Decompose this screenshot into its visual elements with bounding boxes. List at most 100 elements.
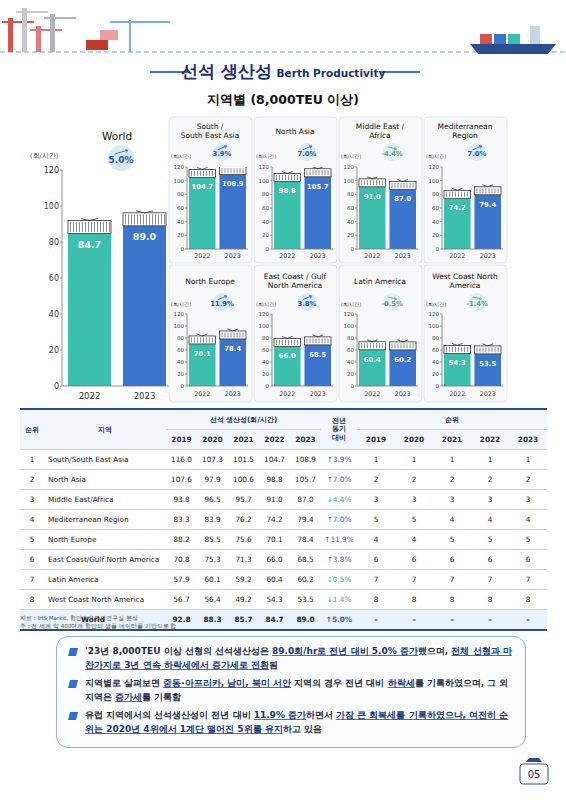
container-rib [228,332,229,337]
bubble [213,143,231,161]
header-cell: 2020 [395,430,433,450]
change-cell: ↑11.9% [321,530,357,550]
container-rib [149,214,150,224]
container-box [189,336,216,344]
container-rib [203,337,204,342]
value-cell: 85.5 [197,530,228,550]
container-rib [461,347,462,352]
tick-label: 40 [49,310,59,319]
annotation: 7.0% [468,150,487,158]
rank-cell: 6 [395,550,433,570]
data-label: 74.2 [449,204,466,212]
annotation: 5.0% [109,155,134,165]
data-label: 54.3 [449,359,466,367]
container-rib [191,337,192,342]
container-rib [73,222,74,232]
container-rib [407,343,408,348]
value-cell: 105.7 [290,470,321,490]
region-cell: Middle East/Africa [44,490,166,510]
category-label: 2023 [395,390,411,397]
text: '23년 8,000TEU 이상 선형의 선석생산성은 [85,646,272,656]
tick-label: 0 [181,383,185,389]
category-label: 2022 [79,391,101,401]
container-hook [403,340,408,342]
title-rule [380,71,420,73]
container-icon [305,335,332,345]
data-label: 98.8 [279,187,296,195]
tick-label: 120 [429,311,440,317]
tick-label: 60 [347,205,354,211]
bar [305,345,332,386]
chart-title: Region [452,131,478,140]
tick-label: 20 [177,232,184,238]
header-cell: 전년동기대비 [321,409,357,450]
tick-label: 120 [259,311,270,317]
value-cell: 84.7 [259,610,290,631]
value-cell: 98.8 [259,470,290,490]
container-rib [161,214,162,224]
container-rib [297,175,298,180]
x-axis [272,249,333,250]
crane-line [110,21,170,23]
bar [220,175,247,249]
container-rib [413,183,414,188]
change-bubble: -1.4% [466,293,488,311]
rank-cell: 7 [509,570,547,590]
ship-bridge [530,26,540,44]
container-box [305,337,332,345]
container-rib [294,340,295,345]
container-rib [410,183,411,188]
chart-title: South / [197,122,224,131]
data-labels: 70.178.4 [194,345,242,358]
container-rib [376,343,377,348]
rank-cell: – [509,610,547,631]
tick-label: 40 [432,359,439,365]
region-cell: Mediterranean Region [44,510,166,530]
axis-label: (회/시간) [171,154,191,159]
data-labels: 54.353.5 [449,359,497,367]
bars [359,340,416,386]
annotation: -1.4% [466,300,488,308]
table-row: 2North Asia107.697.9100.698.8105.7↑7.0%2… [20,470,547,490]
table-row: 7Latin America57.960.159.260.460.2↓0.5%7… [20,570,547,590]
bar [274,181,301,249]
container-rib [467,192,468,197]
annotation: -4.4% [381,150,403,158]
data-label: 87.0 [394,195,411,203]
category-label: 2022 [279,252,295,259]
container-rib [364,343,365,348]
tick-label: 80 [347,191,354,197]
container-box [475,346,502,354]
rank-cell: 2 [395,470,433,490]
crane-arm [2,21,34,23]
crane-arm [16,11,48,13]
bubble [108,145,134,171]
container-box [220,331,247,339]
rank-cell: 5 [433,530,471,550]
category-label: 2023 [480,390,496,397]
region-cell: South/South East Asia [44,450,166,470]
container-rib [361,180,362,185]
tick-label: 40 [262,219,269,225]
tick-label: 0 [181,246,185,252]
category-label: 2023 [225,390,241,397]
panel [339,117,422,263]
bar [189,344,216,386]
container-rib [379,343,380,348]
container-rib [480,347,481,352]
tick-label: 100 [429,323,440,329]
container-rib [310,338,311,343]
bar [444,198,471,249]
header-cell: 지역 [44,409,166,450]
table-row: 8West Coast North America56.756.449.254.… [20,590,547,610]
bars [274,167,331,249]
container-rib [413,343,414,348]
page-number: 05 [520,758,548,784]
chart-title: North Europe [185,277,235,286]
container-rib [483,347,484,352]
container-rib [319,170,320,175]
data-labels: 98.8105.7 [279,183,329,196]
ship-box [494,34,506,44]
category-label: 2022 [194,390,210,397]
container-rib [313,338,314,343]
